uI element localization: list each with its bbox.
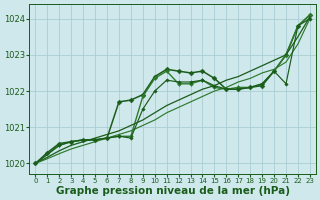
X-axis label: Graphe pression niveau de la mer (hPa): Graphe pression niveau de la mer (hPa) bbox=[56, 186, 290, 196]
